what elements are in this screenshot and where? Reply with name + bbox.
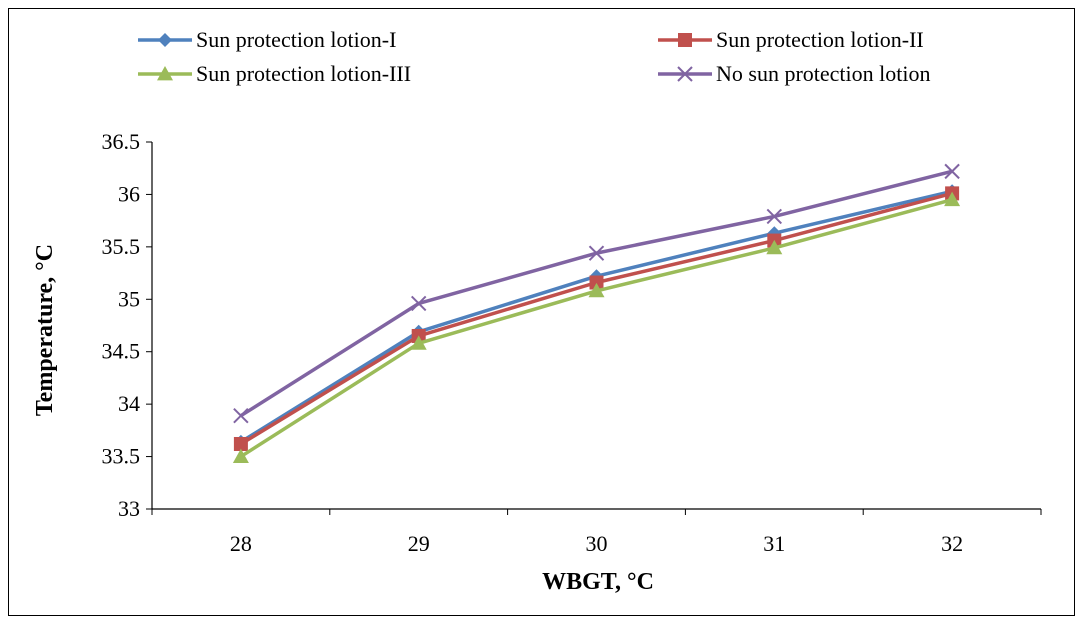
data-point — [588, 245, 605, 261]
x-tick-label: 29 — [408, 531, 430, 556]
data-point — [766, 239, 783, 255]
legend-marker — [157, 66, 173, 81]
y-tick-label: 34.5 — [102, 339, 141, 364]
data-point — [589, 275, 604, 290]
data-point — [410, 335, 427, 350]
y-axis-title: Temperature, °C — [32, 244, 58, 416]
y-tick-label: 35.5 — [102, 234, 141, 259]
data-point — [233, 407, 249, 424]
y-tick-label: 36 — [118, 181, 140, 206]
legend-label: Sun protection lotion-III — [196, 61, 411, 86]
data-point — [410, 295, 427, 312]
legend-item: Sun protection lotion-I — [138, 27, 396, 52]
legend-marker — [678, 33, 692, 47]
x-tick-label: 28 — [230, 531, 252, 556]
y-tick-label: 35 — [118, 286, 140, 311]
legend-item: Sun protection lotion-II — [658, 27, 924, 52]
data-point — [233, 436, 248, 451]
legend-item: No sun protection lotion — [658, 61, 930, 86]
data-point — [944, 163, 960, 180]
x-tick-label: 32 — [941, 531, 963, 556]
legend-label: Sun protection lotion-II — [716, 27, 924, 52]
series-4 — [233, 163, 960, 424]
x-tick-label: 31 — [763, 531, 785, 556]
legend-marker — [677, 66, 693, 82]
legend: Sun protection lotion-I Sun protection lo… — [138, 27, 930, 86]
data-point — [944, 191, 961, 207]
series-line — [239, 197, 953, 459]
series-3 — [232, 191, 961, 463]
legend-label: No sun protection lotion — [716, 61, 930, 86]
x-axis-title: WBGT, °C — [542, 569, 654, 595]
data-point — [766, 208, 783, 225]
chart-frame — [8, 8, 1075, 616]
data-point — [232, 448, 249, 463]
x-tick-label: 30 — [586, 531, 608, 556]
legend-label: Sun protection lotion-I — [196, 27, 396, 52]
y-tick-label: 33 — [118, 496, 140, 521]
series-layer — [232, 163, 961, 463]
legend-marker — [158, 33, 172, 47]
y-tick-label: 34 — [118, 391, 140, 416]
data-point — [588, 282, 605, 298]
series-1 — [233, 184, 960, 449]
legend-item: Sun protection lotion-III — [138, 61, 411, 86]
y-tick-label: 36.5 — [102, 129, 141, 154]
axes: 33 33.5 34 34.5 35 35.5 36 36.5 28 29 30 31 32 — [102, 129, 1042, 556]
series-line — [239, 191, 953, 446]
y-tick-label: 33.5 — [102, 444, 141, 469]
